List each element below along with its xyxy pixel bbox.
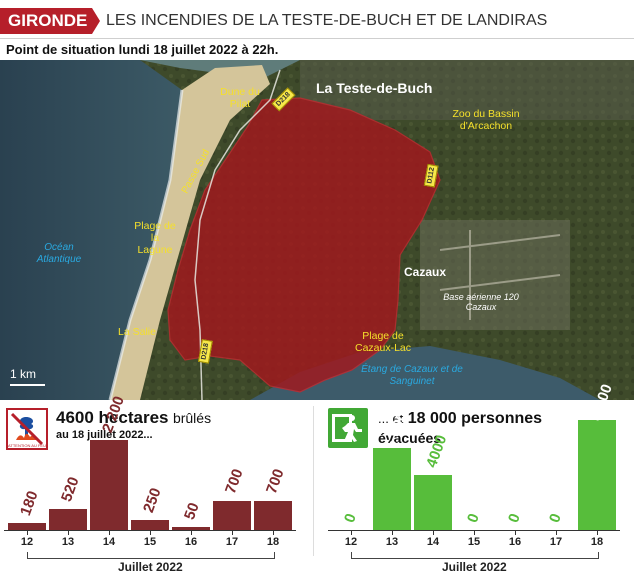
evacues-value-label-17: 0	[546, 511, 565, 525]
hectares-value-label-18: 700	[263, 467, 288, 497]
evacues-bar-13	[373, 447, 411, 530]
ocean	[0, 60, 182, 400]
hectares-bar-15	[131, 519, 169, 530]
evacues-value-label-16: 0	[505, 511, 524, 525]
evacues-tick-14	[433, 530, 434, 535]
hectares-asof: au 18 juillet 2022...	[56, 429, 153, 441]
hectares-value-label-12: 180	[17, 488, 42, 518]
label-etang: Étang de Cazaux et de Sanguinet	[361, 364, 463, 387]
hectares-bar-17	[213, 501, 251, 530]
hectares-bar-14	[90, 440, 128, 530]
hectares-panel: ATTENTION AU FEU 4600 hectares brûlés au…	[0, 394, 310, 574]
evacues-headline: ... et 18 000 personnes	[378, 410, 542, 428]
hectares-bar-12	[8, 522, 46, 530]
hectares-axis-line	[4, 530, 296, 531]
label-la-salie: La Salie	[118, 326, 156, 338]
evacues-tick-17	[556, 530, 557, 535]
hectares-tick-label-12: 12	[20, 536, 34, 548]
road-line	[194, 69, 281, 400]
icon-caption: ATTENTION AU FEU	[8, 443, 46, 448]
evacues-tick-12	[351, 530, 352, 535]
evacues-bar-18	[578, 420, 616, 530]
fire-warning-icon: ATTENTION AU FEU	[6, 408, 48, 450]
header-divider	[0, 38, 634, 39]
hectares-month-label: Juillet 2022	[114, 560, 187, 574]
hectares-tick-label-13: 13	[61, 536, 75, 548]
evacues-tick-15	[474, 530, 475, 535]
evacues-prefix: ... et	[378, 411, 404, 426]
hectares-suffix: brûlés	[172, 410, 212, 426]
hectares-value: 4600 hectares	[56, 408, 169, 427]
evacues-value: 18 000 personnes	[407, 410, 543, 427]
evacues-tick-label-13: 13	[385, 536, 399, 548]
hectares-tick-12	[27, 530, 28, 535]
scale-label: 1 km	[10, 367, 37, 381]
evacues-value-label-15: 0	[464, 511, 483, 525]
hectares-month-bracket	[27, 552, 275, 559]
hectares-bar-16	[172, 527, 210, 530]
hectares-tick-13	[68, 530, 69, 535]
evacues-tick-label-14: 14	[426, 536, 440, 548]
fire-map: La Teste-de-Buch Dune du Pilat Zoo du Ba…	[0, 60, 634, 400]
label-la-teste: La Teste-de-Buch	[316, 80, 433, 96]
evacues-month-label: Juillet 2022	[438, 560, 511, 574]
evacues-tick-label-12: 12	[344, 536, 358, 548]
hectares-bar-13	[49, 508, 87, 530]
evacues-bar-14	[414, 475, 452, 530]
evacues-tick-label-17: 17	[549, 536, 563, 548]
hectares-value-label-13: 520	[58, 474, 83, 504]
header: GIRONDE LES INCENDIES DE LA TESTE-DE-BUC…	[0, 0, 634, 40]
base-aerienne	[420, 220, 570, 330]
hectares-tick-label-18: 18	[266, 536, 280, 548]
evacues-value-label-12: 0	[341, 511, 360, 525]
hectares-tick-18	[273, 530, 274, 535]
hectares-tick-16	[191, 530, 192, 535]
hectares-tick-label-17: 17	[225, 536, 239, 548]
panel-divider	[313, 406, 314, 556]
hectares-value-label-16: 50	[181, 500, 203, 522]
evacues-tick-label-16: 16	[508, 536, 522, 548]
hectares-bar-18	[254, 501, 292, 530]
evacues-tick-label-15: 15	[467, 536, 481, 548]
label-plage-lagune: Plage de la Lagune	[134, 220, 176, 257]
hectares-tick-14	[109, 530, 110, 535]
region-tag: GIRONDE	[0, 8, 100, 34]
situation-subtitle: Point de situation lundi 18 juillet 2022…	[6, 42, 279, 57]
evacues-month-bracket	[351, 552, 599, 559]
hectares-tick-label-16: 16	[184, 536, 198, 548]
map-background	[0, 60, 634, 400]
evacues-tick-label-18: 18	[590, 536, 604, 548]
evacues-suffix: évacuées	[378, 430, 442, 446]
label-cazaux: Cazaux	[404, 265, 447, 279]
evacues-tick-18	[597, 530, 598, 535]
exit-icon	[328, 408, 368, 448]
evacues-axis-line	[328, 530, 620, 531]
beach-dune	[110, 65, 270, 400]
label-plage-cazaux: Plage de Cazaux-Lac	[354, 330, 412, 355]
hectares-tick-17	[232, 530, 233, 535]
hectares-headline: 4600 hectares brûlés	[56, 408, 211, 428]
hectares-tick-label-14: 14	[102, 536, 116, 548]
label-ocean: Océan Atlantique	[36, 242, 82, 265]
hectares-value-label-17: 700	[222, 467, 247, 497]
burned-area	[167, 97, 441, 393]
evacues-tick-13	[392, 530, 393, 535]
evacues-tick-16	[515, 530, 516, 535]
label-base-aerienne: Base aérienne 120 Cazaux	[443, 292, 519, 313]
hectares-tick-label-15: 15	[143, 536, 157, 548]
page-title: LES INCENDIES DE LA TESTE-DE-BUCH ET DE …	[106, 12, 548, 29]
label-dune-pilat: Dune du Pilat	[220, 86, 260, 111]
label-zoo: Zoo du Bassin d'Arcachon	[452, 108, 520, 133]
evacues-panel: ... et 18 000 personnes évacuées 0 12 6 00…	[316, 382, 634, 574]
hectares-tick-15	[150, 530, 151, 535]
hectares-value-label-15: 250	[140, 485, 165, 515]
